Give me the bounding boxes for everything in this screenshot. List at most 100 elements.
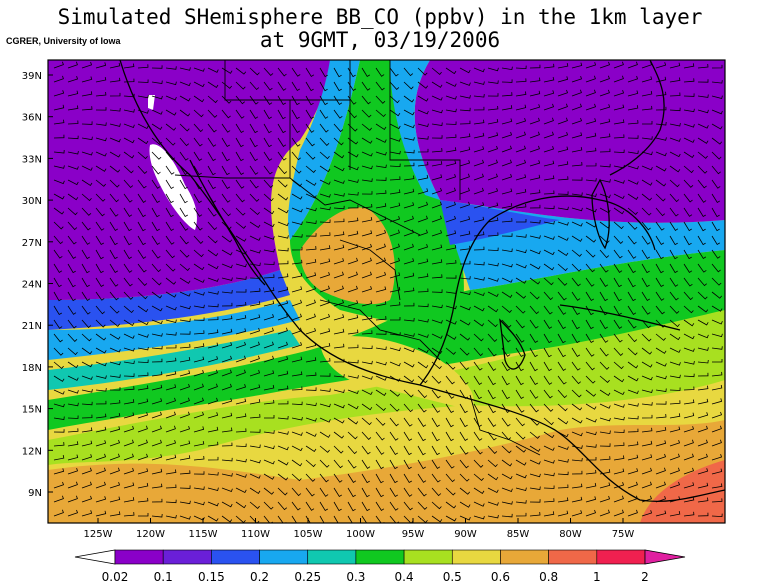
wind-barb [459, 501, 471, 508]
wind-barb [403, 109, 415, 116]
wind-barb [473, 291, 485, 297]
wind-barb [347, 389, 359, 395]
wind-barb [627, 150, 639, 155]
wind-barb [95, 361, 107, 367]
wind-barb [697, 235, 706, 246]
wind-barb [347, 230, 359, 237]
colorbar-swatch [355, 549, 405, 565]
wind-barb [81, 136, 93, 141]
wind-barb [529, 77, 541, 83]
wind-barb [361, 95, 371, 105]
wind-barb [487, 514, 499, 519]
wind-barb [347, 165, 359, 171]
wind-barb [697, 123, 709, 129]
wind-barb [389, 229, 400, 237]
wind-barb [109, 179, 120, 188]
wind-barb [669, 453, 680, 461]
wind-barb [235, 341, 247, 349]
wind-barb [515, 487, 527, 491]
wind-barb [669, 221, 679, 231]
wind-barb [515, 65, 527, 70]
wind-barb [95, 122, 107, 126]
wind-barb [557, 221, 569, 226]
wind-barb [431, 187, 443, 195]
wind-barb [137, 497, 149, 503]
wind-barb [263, 67, 274, 76]
wind-barb [655, 137, 667, 141]
wind-barb [123, 179, 134, 189]
wind-barb [179, 81, 191, 87]
wind-barb [123, 93, 135, 98]
wind-barb [319, 258, 331, 265]
wind-barb [627, 135, 639, 139]
wind-barb [235, 443, 247, 448]
wind-barb [585, 118, 597, 125]
wind-barb [207, 472, 219, 476]
wind-barb [193, 137, 203, 147]
colorbar-label: 0.3 [346, 570, 366, 584]
lon-tick-label: 95W [402, 529, 425, 540]
wind-barb [137, 179, 147, 189]
wind-barb [403, 361, 415, 368]
wind-barb [641, 375, 653, 381]
wind-barb [627, 389, 639, 395]
wind-barb [151, 123, 163, 130]
wind-barb [249, 221, 261, 229]
wind-barb [53, 319, 63, 329]
wind-barb [179, 411, 190, 419]
wind-barb [193, 486, 205, 490]
wind-barb [361, 191, 373, 195]
wind-barb [67, 481, 78, 489]
concentration-field [48, 60, 725, 523]
wind-barb [711, 165, 721, 175]
wind-barb [683, 249, 692, 260]
wind-barb [459, 473, 470, 482]
wind-barb [109, 361, 121, 366]
wind-barb [389, 347, 401, 352]
wind-barb [165, 165, 175, 175]
wind-barb [403, 403, 414, 413]
wind-barb [67, 193, 79, 201]
wind-barb [95, 107, 107, 111]
wind-barb [165, 66, 177, 70]
wind-barb [165, 263, 176, 272]
wind-barb [501, 263, 513, 268]
colorbar-swatch [500, 549, 549, 565]
wind-barb [459, 333, 471, 341]
wind-barb [305, 207, 317, 212]
wind-barb [151, 498, 163, 503]
wind-barb [431, 201, 442, 209]
wind-barb [613, 333, 623, 343]
wind-barb [123, 347, 135, 352]
wind-barb [319, 219, 331, 223]
wind-barb [193, 277, 205, 283]
wind-barb [291, 341, 302, 349]
wind-barb [683, 291, 694, 301]
wind-barb [417, 417, 427, 427]
wind-barb [487, 80, 499, 84]
wind-barb [529, 473, 541, 478]
wind-barb [291, 67, 301, 77]
wind-barb [459, 305, 471, 311]
wind-barb [305, 501, 315, 511]
wind-barb [529, 277, 541, 285]
wind-barb [347, 123, 358, 132]
wind-barb [431, 347, 443, 355]
wind-barb [557, 89, 569, 97]
colorbar-swatch [259, 549, 309, 565]
colorbar-swatch [114, 549, 164, 565]
wind-barb [347, 403, 359, 410]
wind-barb [263, 445, 275, 450]
wind-barb [347, 271, 358, 279]
wind-barb [655, 165, 667, 172]
wind-barb [361, 230, 373, 237]
wind-barb [305, 313, 316, 321]
wind-barb [221, 67, 233, 74]
lon-tick-label: 75W [612, 529, 635, 540]
wind-barb [613, 104, 625, 111]
wind-barb [599, 75, 610, 83]
wind-barb [319, 343, 331, 349]
wind-barb [459, 445, 469, 455]
wind-barb [67, 305, 77, 315]
wind-barb [683, 179, 694, 188]
